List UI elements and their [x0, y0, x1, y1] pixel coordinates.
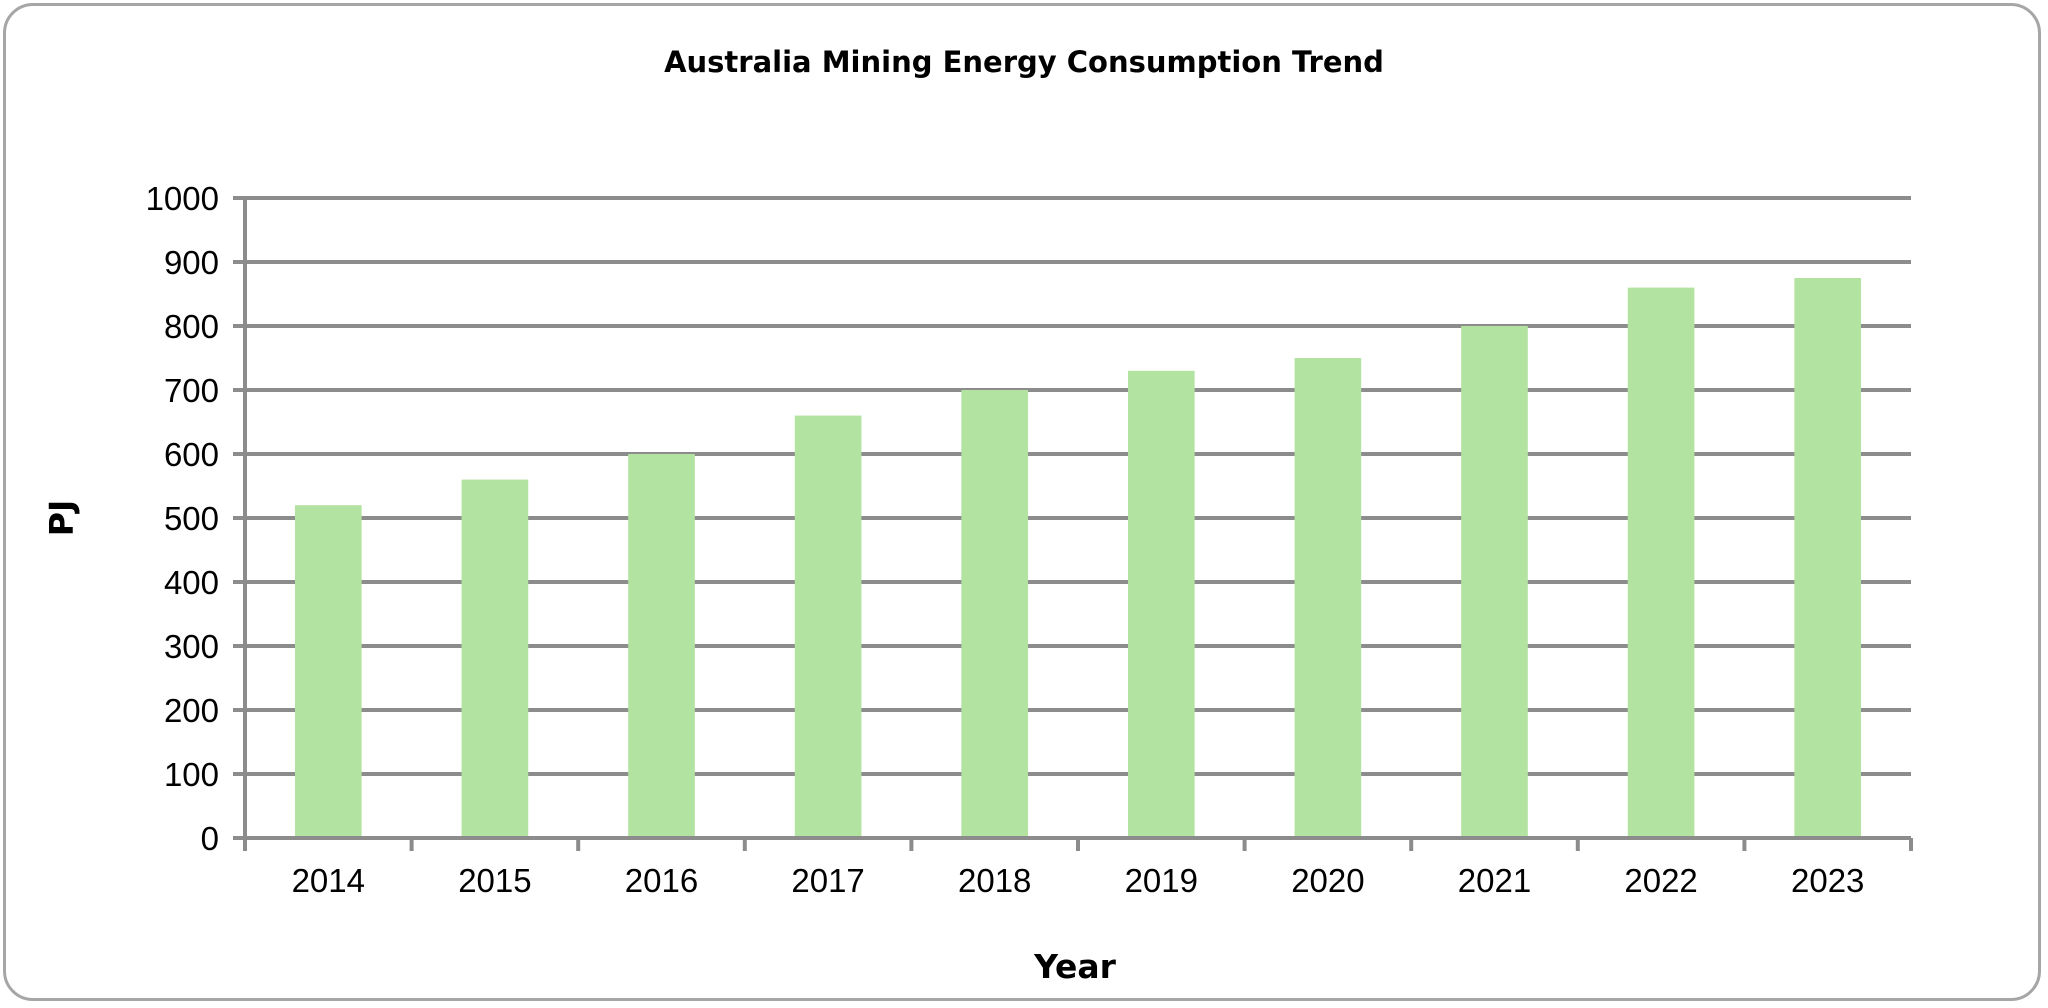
x-tick-label: 2021: [1458, 862, 1531, 899]
x-tick-label: 2022: [1624, 862, 1697, 899]
bar-2023: [1794, 278, 1862, 838]
y-tick-label: 900: [164, 244, 219, 281]
x-tick-label: 2020: [1291, 862, 1364, 899]
y-tick-label: 100: [164, 756, 219, 793]
bar-2019: [1127, 370, 1195, 838]
y-tick-label: 400: [164, 564, 219, 601]
x-tick-label: 2017: [791, 862, 864, 899]
y-tick-label: 700: [164, 372, 219, 409]
bar-2020: [1294, 358, 1362, 838]
x-axis-label: Year: [1033, 947, 1117, 986]
x-tick-label: 2019: [1125, 862, 1198, 899]
x-tick-label: 2018: [958, 862, 1031, 899]
y-tick-label: 600: [164, 436, 219, 473]
x-tick-label: 2015: [458, 862, 531, 899]
y-tick-label: 0: [201, 820, 219, 857]
y-tick-label: 1000: [146, 180, 219, 217]
x-tick-label: 2023: [1791, 862, 1864, 899]
y-tick-label: 300: [164, 628, 219, 665]
y-tick-label: 500: [164, 500, 219, 537]
bar-2017: [794, 415, 862, 838]
bar-2021: [1461, 326, 1528, 838]
bar-2015: [461, 479, 529, 838]
y-tick-label: 200: [164, 692, 219, 729]
bar-2018: [961, 390, 1029, 838]
y-tick-label: 800: [164, 308, 219, 345]
chart-frame: [3, 3, 2041, 1001]
chart-title: Australia Mining Energy Consumption Tren…: [664, 45, 1384, 79]
bar-2016: [628, 454, 695, 838]
x-tick-label: 2014: [292, 862, 365, 899]
bar-2014: [294, 505, 362, 838]
x-tick-label: 2016: [625, 862, 698, 899]
y-axis-label: PJ: [42, 500, 81, 536]
bar-2022: [1627, 287, 1695, 839]
